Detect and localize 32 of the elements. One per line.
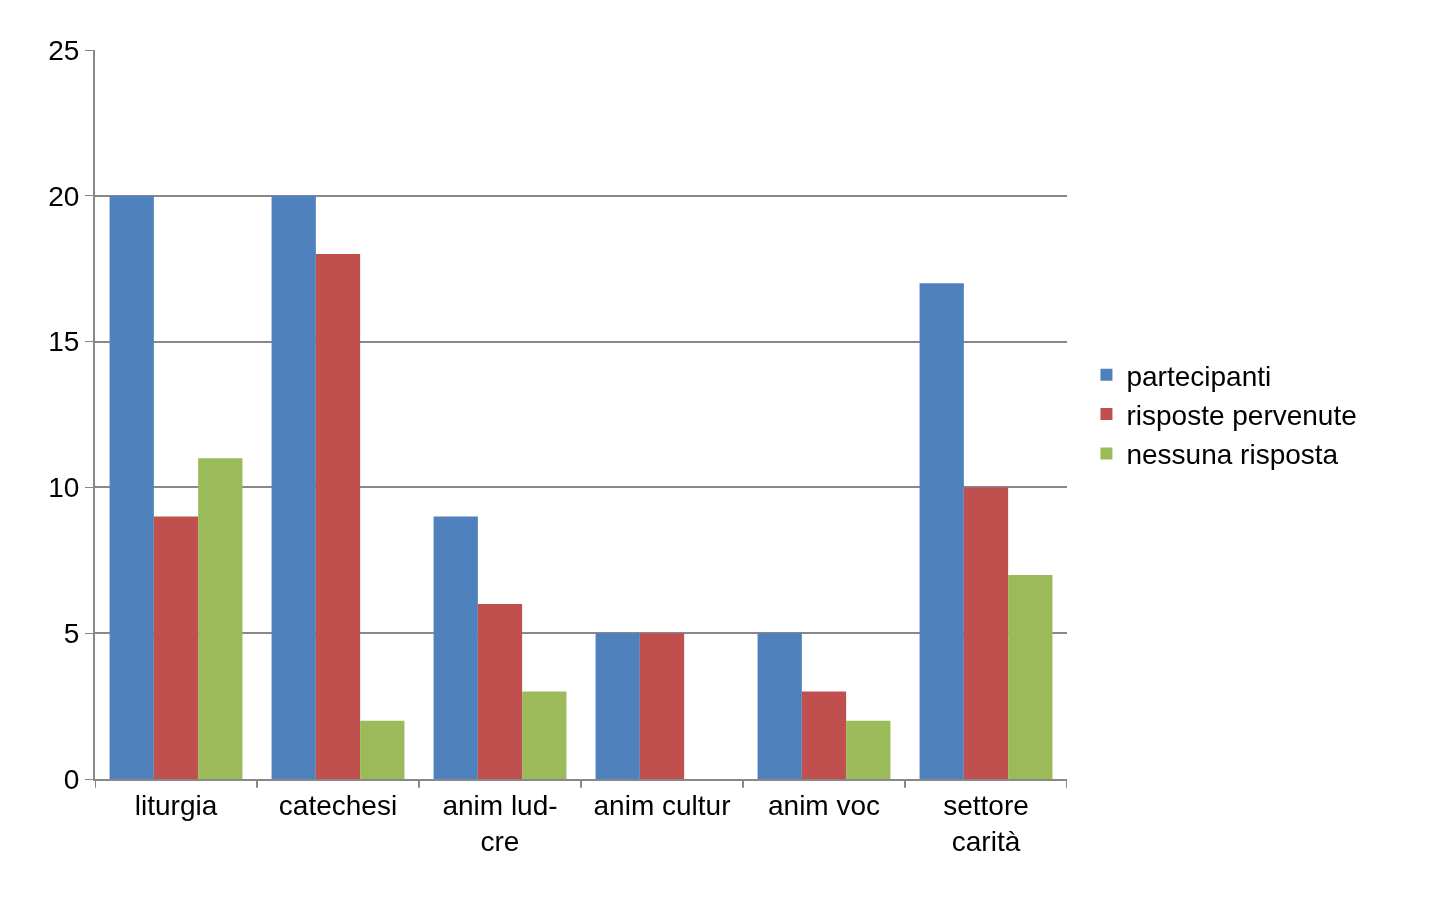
bar — [198, 458, 243, 779]
bar — [757, 633, 802, 779]
legend-label: risposte pervenute — [1126, 400, 1357, 432]
bar — [801, 691, 847, 779]
y-tick-label: 10 — [48, 472, 80, 504]
x-tick-label: anim cultur — [593, 789, 731, 821]
bar — [595, 633, 640, 779]
bar — [153, 516, 199, 779]
x-tick-label: anim voc — [767, 789, 881, 821]
bar — [1008, 574, 1053, 779]
legend-label: nessuna risposta — [1126, 439, 1339, 471]
bar — [360, 720, 405, 779]
bar — [963, 487, 1009, 779]
bar — [846, 720, 891, 779]
y-tick-label: 25 — [48, 34, 80, 66]
bar — [433, 516, 478, 779]
bar — [522, 691, 567, 779]
bar — [271, 195, 316, 779]
y-tick-label: 15 — [48, 326, 80, 358]
y-tick-label: 0 — [63, 763, 80, 795]
bar — [919, 283, 964, 779]
x-tick-label: liturgia — [134, 789, 218, 821]
y-tick-label: 5 — [63, 618, 80, 649]
bar — [639, 633, 685, 779]
bar — [477, 604, 523, 779]
x-tick-label: catechesi — [278, 789, 398, 821]
x-tick-label: anim lud- cre — [442, 789, 558, 857]
y-tick-label: 20 — [48, 180, 80, 212]
bar — [109, 195, 154, 779]
bar — [315, 254, 361, 779]
x-tick-label: settore carità — [943, 789, 1029, 857]
legend-label: partecipanti — [1126, 360, 1272, 392]
